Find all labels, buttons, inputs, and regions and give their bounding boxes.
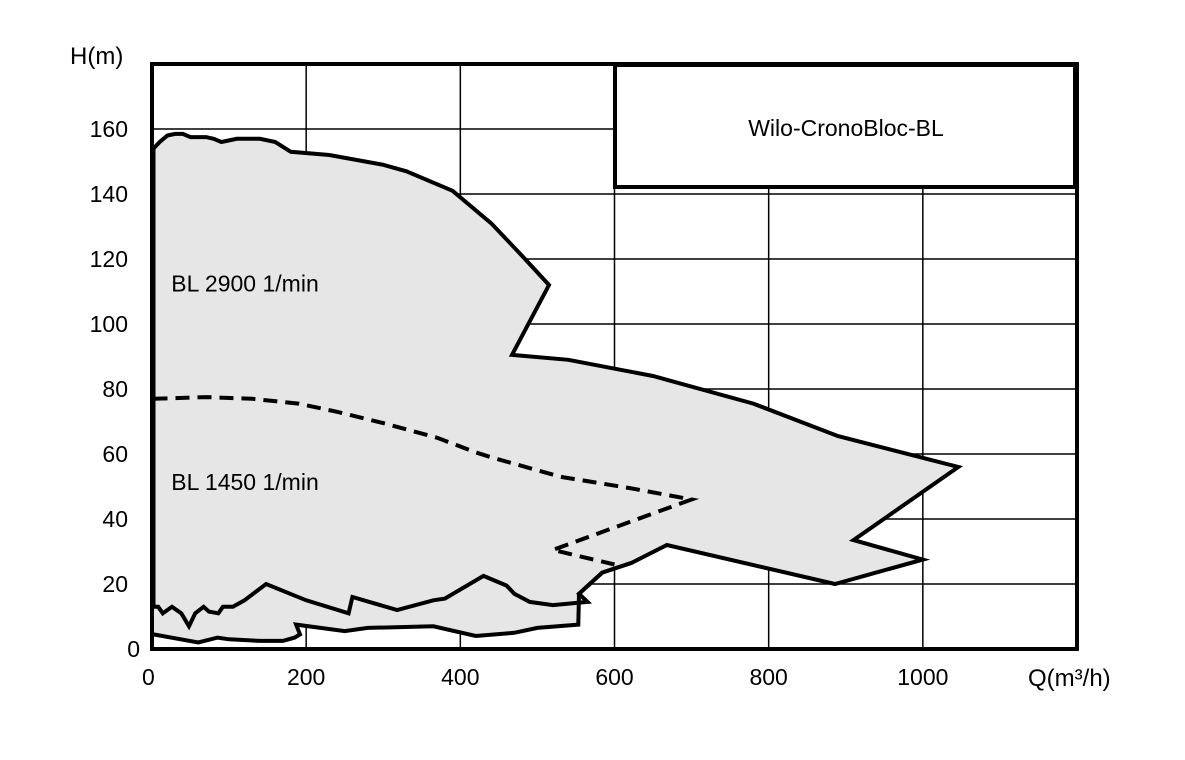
y-tick-label: 0: [127, 636, 140, 662]
legend-rect: [613, 63, 1077, 189]
x-axis-label: Q(m³/h): [1028, 665, 1111, 692]
y-tick-label: 80: [102, 376, 128, 402]
x-tick-label: 800: [749, 664, 787, 690]
operating-ranges: [153, 133, 959, 643]
range-outlines: [151, 131, 964, 645]
y-tick-label: 20: [102, 571, 128, 597]
chart-title: Wilo-CronoBloc-BL: [748, 115, 944, 141]
legend-box: Wilo-CronoBloc-BL: [613, 63, 1077, 189]
x-tick-label: 400: [441, 664, 479, 690]
y-tick-label: 120: [90, 246, 128, 272]
y-tick-label: 100: [90, 311, 128, 337]
y-tick-label: 160: [90, 116, 128, 142]
y-tick-label: 40: [102, 506, 128, 532]
range-fill-1450: [153, 397, 692, 643]
x-tick-label: 1000: [897, 664, 948, 690]
region-label-2900: BL 2900 1/min: [171, 271, 318, 297]
outline-1450-solid: [153, 561, 633, 645]
x-tick-label: 0: [142, 664, 155, 690]
x-tick-label: 200: [287, 664, 325, 690]
y-axis-label: H(m): [70, 43, 123, 70]
x-tick-label: 600: [595, 664, 633, 690]
outline-1450-dashed: [153, 395, 700, 567]
axis-ticks: 0 200 400 600 800 1000 0 20 40 60 80 100 120 140 160: [90, 116, 949, 690]
outline-2900: [151, 131, 964, 631]
region-label-1450: BL 1450 1/min: [171, 469, 318, 495]
region-labels: BL 2900 1/min BL 1450 1/min: [171, 271, 318, 495]
y-tick-label: 60: [102, 441, 128, 467]
y-tick-label: 140: [90, 181, 128, 207]
